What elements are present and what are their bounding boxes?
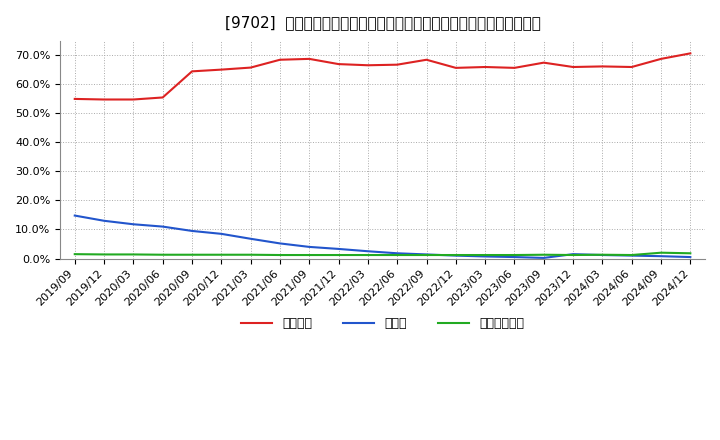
- 自己資本: [598, 64, 607, 69]
- 自己資本: [305, 56, 314, 62]
- 繰延税金資産: [217, 252, 225, 257]
- 繰延税金資産: [364, 253, 372, 258]
- のれん: [627, 253, 636, 258]
- 自己資本: [217, 67, 225, 72]
- 自己資本: [100, 97, 109, 102]
- のれん: [657, 253, 665, 259]
- のれん: [129, 222, 138, 227]
- のれん: [158, 224, 167, 229]
- のれん: [364, 249, 372, 254]
- 自己資本: [451, 65, 460, 70]
- 繰延税金資産: [158, 252, 167, 257]
- 繰延税金資産: [451, 253, 460, 258]
- のれん: [481, 254, 490, 259]
- のれん: [539, 255, 548, 260]
- 繰延税金資産: [510, 253, 519, 258]
- 繰延税金資産: [569, 253, 577, 258]
- 自己資本: [627, 64, 636, 70]
- 自己資本: [276, 57, 284, 62]
- のれん: [246, 236, 255, 242]
- 自己資本: [481, 64, 490, 70]
- のれん: [510, 254, 519, 260]
- 繰延税金資産: [598, 252, 607, 257]
- Line: 自己資本: 自己資本: [75, 53, 690, 99]
- 繰延税金資産: [71, 252, 79, 257]
- のれん: [71, 213, 79, 218]
- 自己資本: [71, 96, 79, 102]
- のれん: [276, 241, 284, 246]
- のれん: [451, 253, 460, 258]
- 繰延税金資産: [246, 252, 255, 257]
- Line: のれん: のれん: [75, 216, 690, 258]
- 繰延税金資産: [657, 250, 665, 255]
- 繰延税金資産: [100, 252, 109, 257]
- のれん: [686, 254, 695, 260]
- Title: [9702]  自己資本、のれん、繰延税金資産の総資産に対する比率の推移: [9702] 自己資本、のれん、繰延税金資産の総資産に対する比率の推移: [225, 15, 541, 30]
- 繰延税金資産: [305, 253, 314, 258]
- 自己資本: [364, 62, 372, 68]
- 繰延税金資産: [481, 253, 490, 258]
- 自己資本: [686, 51, 695, 56]
- 繰延税金資産: [686, 251, 695, 256]
- 自己資本: [158, 95, 167, 100]
- 繰延税金資産: [539, 252, 548, 257]
- 自己資本: [510, 65, 519, 70]
- 自己資本: [334, 62, 343, 67]
- 自己資本: [393, 62, 402, 67]
- Legend: 自己資本, のれん, 繰延税金資産: 自己資本, のれん, 繰延税金資産: [235, 312, 529, 335]
- のれん: [217, 231, 225, 236]
- のれん: [334, 246, 343, 252]
- 繰延税金資産: [129, 252, 138, 257]
- 繰延税金資産: [188, 252, 197, 257]
- Line: 繰延税金資産: 繰延税金資産: [75, 253, 690, 255]
- 繰延税金資産: [627, 253, 636, 258]
- のれん: [100, 218, 109, 224]
- 自己資本: [569, 64, 577, 70]
- 自己資本: [246, 65, 255, 70]
- のれん: [393, 251, 402, 256]
- のれん: [305, 244, 314, 249]
- 繰延税金資産: [393, 253, 402, 258]
- 繰延税金資産: [334, 253, 343, 258]
- 自己資本: [422, 57, 431, 62]
- のれん: [598, 253, 607, 258]
- 繰延税金資産: [276, 253, 284, 258]
- のれん: [188, 228, 197, 234]
- 自己資本: [129, 97, 138, 102]
- 自己資本: [539, 60, 548, 65]
- 自己資本: [188, 69, 197, 74]
- のれん: [422, 252, 431, 257]
- 自己資本: [657, 56, 665, 62]
- 繰延税金資産: [422, 253, 431, 258]
- のれん: [569, 252, 577, 257]
